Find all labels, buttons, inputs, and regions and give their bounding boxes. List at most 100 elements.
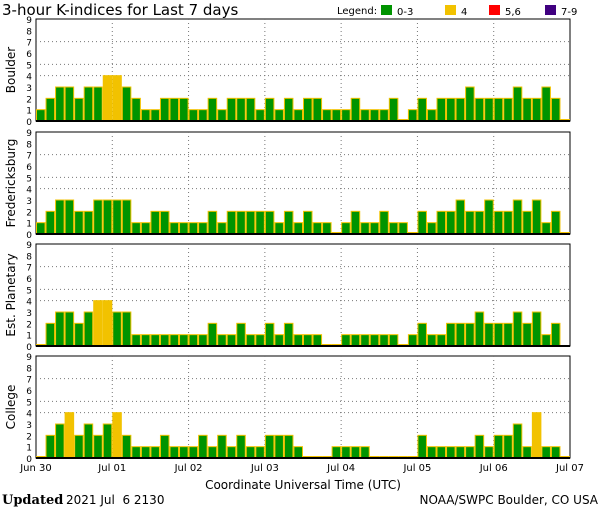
panel-label: Fredericksburg: [4, 139, 18, 228]
legend-entry-label: 5,6: [505, 7, 521, 18]
k-bar: [179, 446, 189, 459]
x-tick-label: Jul 05: [402, 463, 431, 474]
y-tick-label: 9: [26, 16, 32, 26]
k-bar: [121, 434, 132, 459]
y-tick-label: 3: [26, 309, 32, 319]
y-tick-label: 7: [26, 39, 32, 49]
k-bar: [55, 86, 65, 122]
k-bar: [93, 86, 103, 122]
k-bar: [322, 109, 332, 122]
y-tick-label: 9: [26, 353, 32, 363]
y-tick-label: 4: [26, 73, 32, 83]
k-bar: [465, 210, 475, 235]
k-bar: [217, 434, 227, 459]
k-bar: [312, 222, 323, 235]
k-bar: [131, 334, 141, 347]
x-tick-label: Jun 30: [19, 463, 52, 474]
k-bar: [417, 97, 427, 122]
k-bar: [474, 311, 485, 347]
k-bar: [255, 446, 265, 459]
y-tick-label: 2: [26, 95, 32, 105]
y-tick-label: 1: [26, 444, 32, 454]
k-bar: [531, 97, 542, 122]
k-bar: [217, 109, 227, 122]
updated-value: 2021 Jul 6 2130: [66, 493, 164, 507]
k-bar: [217, 222, 227, 235]
k-bar: [36, 222, 46, 235]
k-bar: [331, 446, 342, 459]
k-bar: [83, 311, 94, 347]
k-bar: [484, 199, 494, 235]
k-bar: [522, 446, 532, 459]
k-bar: [303, 334, 313, 347]
k-bar: [112, 311, 122, 347]
k-bar: [131, 446, 141, 459]
k-bar: [465, 322, 475, 347]
k-bar: [369, 334, 380, 347]
k-bar: [388, 334, 399, 347]
k-bar: [112, 75, 122, 122]
x-tick-label: Jul 01: [97, 463, 126, 474]
k-bar: [131, 97, 141, 122]
x-axis-label: Coordinate Universal Time (UTC): [205, 478, 401, 492]
k-bar: [245, 334, 256, 347]
k-bar: [169, 446, 180, 459]
k-bar: [493, 210, 504, 235]
k-bar: [455, 446, 466, 459]
k-bar: [465, 86, 475, 122]
chart-title: 3-hour K-indices for Last 7 days: [2, 1, 238, 19]
k-bar: [369, 222, 380, 235]
k-bar: [474, 97, 485, 122]
k-bar: [140, 109, 151, 122]
k-bar: [398, 222, 408, 235]
y-tick-label: 3: [26, 421, 32, 431]
y-tick-label: 4: [26, 298, 32, 308]
k-bar: [455, 322, 466, 347]
k-bar: [226, 210, 237, 235]
k-bar: [236, 322, 246, 347]
k-bar: [465, 446, 475, 459]
credit-text: NOAA/SWPC Boulder, CO USA: [420, 493, 599, 507]
k-bar: [379, 210, 389, 235]
k-bar: [341, 446, 351, 459]
k-bar: [274, 222, 284, 235]
k-bar: [255, 334, 265, 347]
k-bar: [64, 311, 75, 347]
k-bar: [283, 322, 294, 347]
k-bar: [512, 199, 523, 235]
k-bar: [226, 97, 237, 122]
k-bar: [93, 300, 103, 347]
legend-entry-label: 4: [461, 7, 467, 18]
y-tick-label: 5: [26, 286, 32, 296]
y-tick-label: 6: [26, 50, 32, 60]
y-tick-label: 5: [26, 174, 32, 184]
k-bar: [264, 434, 275, 459]
k-bar: [350, 446, 361, 459]
k-bar: [55, 199, 65, 235]
k-bar: [159, 334, 170, 347]
y-tick-label: 6: [26, 387, 32, 397]
k-bar: [188, 446, 199, 459]
k-bar: [503, 434, 513, 459]
k-bar: [312, 334, 323, 347]
k-bar: [169, 97, 180, 122]
k-bar: [198, 222, 208, 235]
y-tick-label: 8: [26, 252, 32, 262]
k-bar: [446, 322, 456, 347]
k-bar: [341, 334, 351, 347]
panel-college: 01 234 567 89 College: [4, 353, 571, 465]
k-bar: [388, 97, 399, 122]
k-bar: [207, 446, 218, 459]
k-bar: [121, 86, 132, 122]
y-tick-label: 2: [26, 208, 32, 218]
k-bar: [522, 210, 532, 235]
y-tick-label: 3: [26, 84, 32, 94]
k-bar: [245, 97, 256, 122]
k-bar: [131, 222, 141, 235]
panel-est-planetary: 01 234 567 89 Est. Planetary: [4, 241, 571, 353]
k-bar: [360, 446, 370, 459]
y-tick-label: 7: [26, 264, 32, 274]
k-bar: [426, 446, 437, 459]
k-bar: [83, 423, 94, 459]
y-tick-label: 8: [26, 364, 32, 374]
